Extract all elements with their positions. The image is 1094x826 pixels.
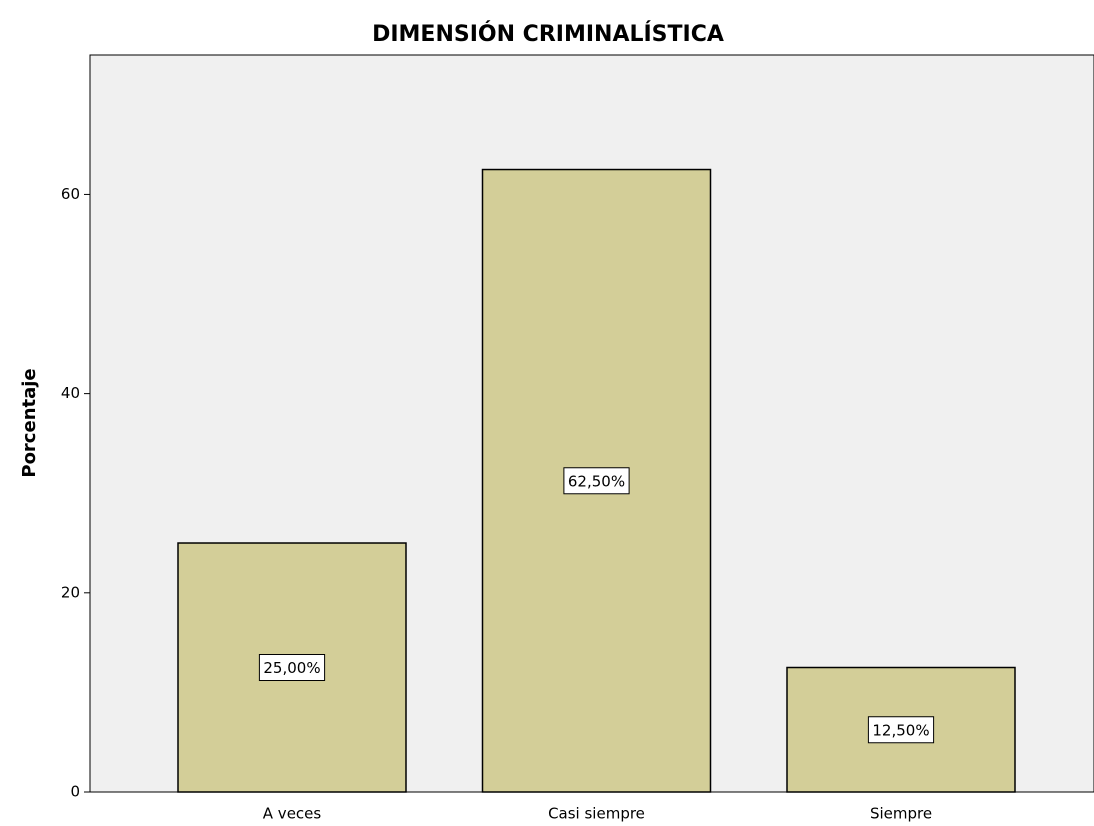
- value-label: 62,50%: [568, 472, 625, 490]
- value-label-box: [563, 467, 630, 495]
- y-tick-label: 0: [70, 783, 80, 801]
- value-label-box: [258, 654, 326, 682]
- y-axis-label: Porcentaje: [19, 368, 40, 477]
- x-tick-label: A veces: [263, 805, 322, 823]
- value-label: 12,50%: [872, 721, 929, 739]
- x-tick-label: Siempre: [870, 805, 932, 823]
- value-label: 25,00%: [263, 659, 320, 677]
- y-tick-label: 40: [61, 384, 80, 402]
- y-tick-label: 60: [61, 185, 80, 203]
- y-tick-label: 20: [61, 583, 80, 601]
- value-label-box: [867, 716, 935, 744]
- chart-title: DIMENSIÓN CRIMINALÍSTICA: [372, 21, 724, 47]
- x-tick-label: Casi siempre: [548, 805, 645, 823]
